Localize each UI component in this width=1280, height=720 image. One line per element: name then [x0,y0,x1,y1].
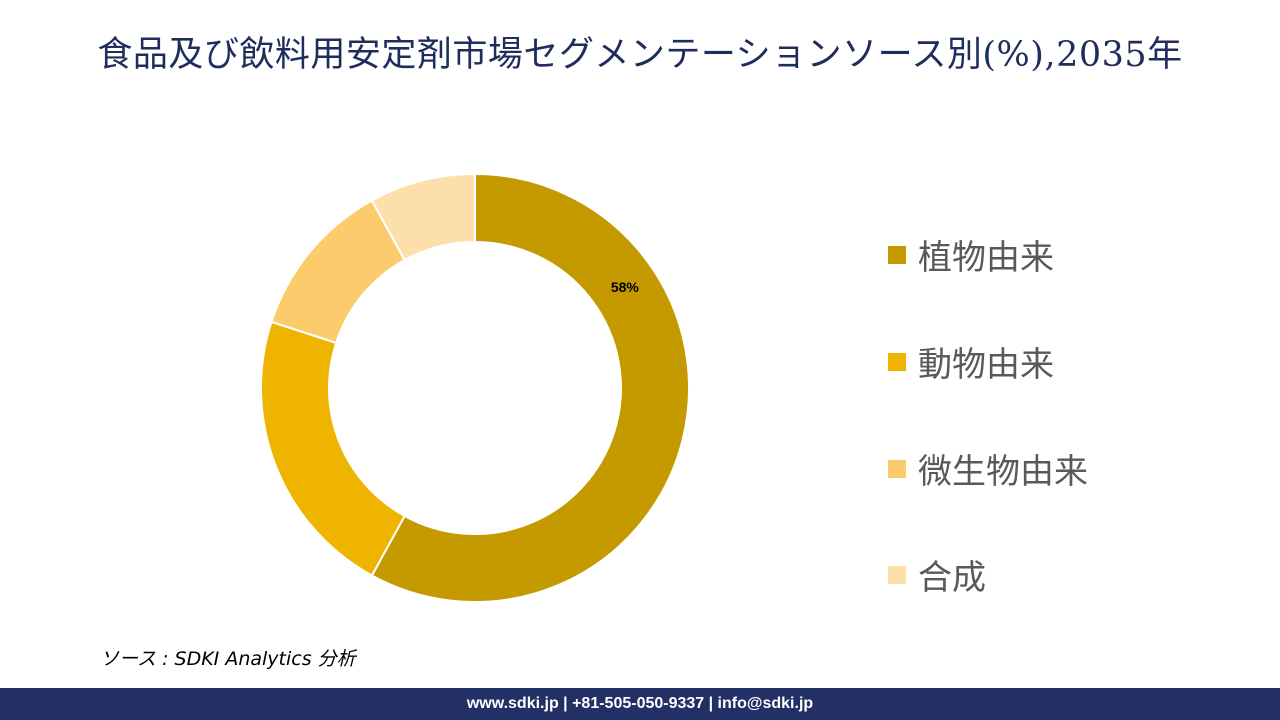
source-note: ソース : SDKI Analytics 分析 [100,648,356,670]
legend-swatch [888,352,906,371]
chart-title: 食品及び飲料用安定剤市場セグメンテーションソース別(%),2035年 [97,35,1183,75]
legend-item-1: 植物由来 [888,230,1054,279]
donut-slice-4 [370,172,476,262]
legend-swatch [888,245,906,264]
footer-bar: www.sdki.jp | +81-505-050-9337 | info@sd… [0,688,1280,720]
legend-label: 植物由来 [918,238,1054,278]
donut-slice-2 [260,320,407,577]
legend-label: 合成 [918,558,986,598]
legend-swatch [888,459,906,478]
legend-label: 微生物由来 [918,452,1088,492]
footer-contact: www.sdki.jp | +81-505-050-9337 | info@sd… [466,695,814,712]
data-label-1: 58% [611,279,640,295]
donut-slice-1 [370,172,690,603]
legend-item-4: 合成 [888,550,986,599]
legend-label: 動物由来 [918,345,1054,385]
legend-swatch [888,565,906,584]
legend-item-2: 動物由来 [888,337,1054,386]
legend-item-3: 微生物由来 [888,444,1088,493]
